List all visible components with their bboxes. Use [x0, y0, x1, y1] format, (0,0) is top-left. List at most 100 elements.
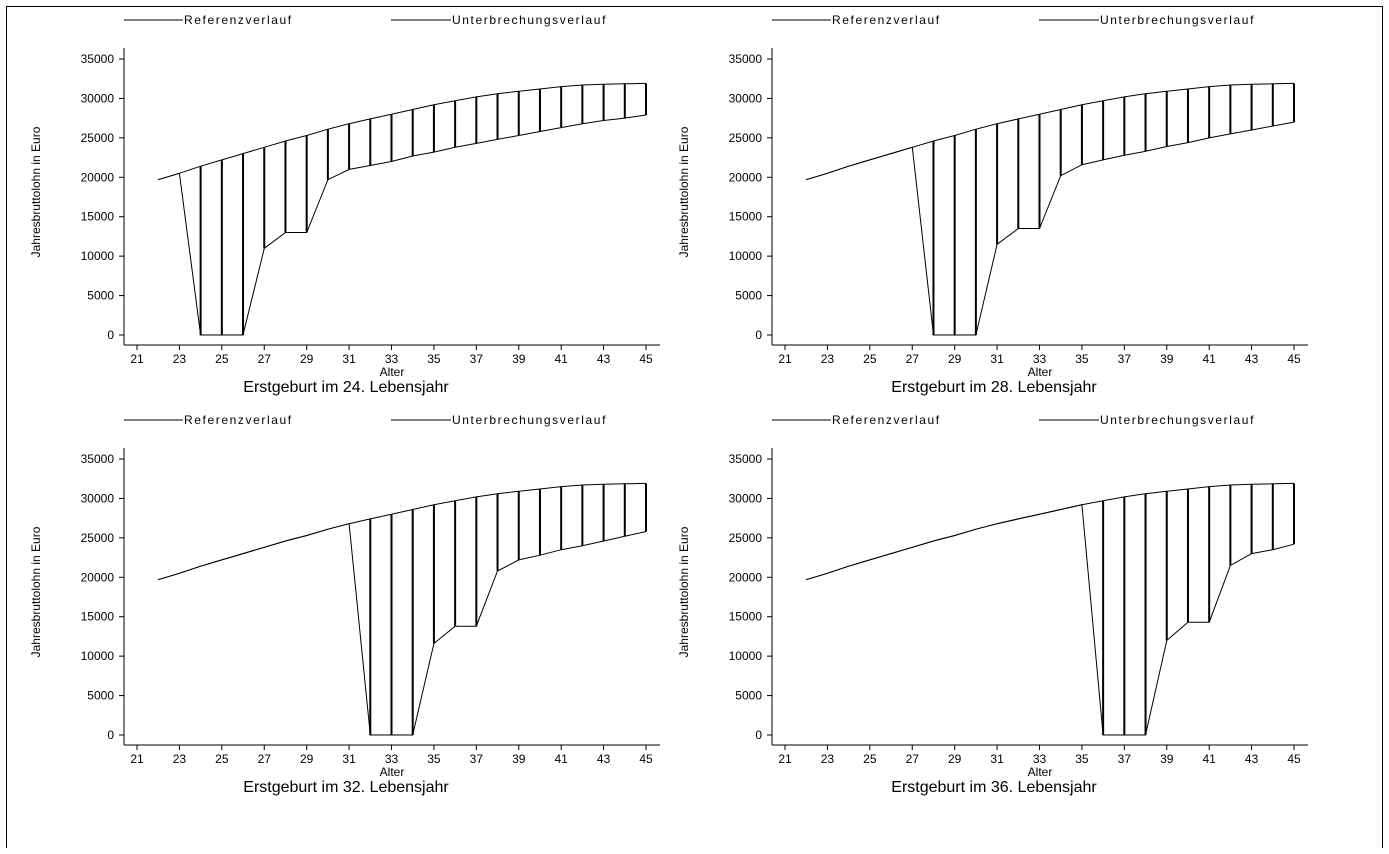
legend-label-interruption: Unterbrechungsverlauf: [452, 13, 607, 27]
y-tick-label: 35000: [81, 452, 115, 466]
y-tick-label: 30000: [81, 491, 115, 505]
x-tick-label: 31: [990, 352, 1004, 366]
y-tick-label: 10000: [729, 249, 763, 263]
y-tick-label: 5000: [735, 689, 762, 703]
x-tick-label: 39: [512, 352, 526, 366]
y-tick-label: 5000: [87, 689, 114, 703]
chart-panel-2: Referenzverlauf Unterbrechungsverlauf 0 500…: [677, 13, 1308, 396]
series-line-reference: [158, 482, 647, 581]
chart-title: Erstgeburt im 36. Lebensjahr: [891, 779, 1097, 796]
series-line-reference: [158, 82, 647, 181]
y-tick-label: 5000: [87, 289, 114, 303]
x-tick-label: 21: [778, 752, 792, 766]
x-tick-label: 45: [1287, 752, 1301, 766]
x-tick-label: 23: [821, 352, 835, 366]
y-tick-label: 0: [755, 328, 762, 342]
y-tick-label: 20000: [81, 570, 115, 584]
chart-title: Erstgeburt im 32. Lebensjahr: [243, 779, 449, 796]
y-tick-label: 30000: [81, 91, 115, 105]
x-tick-label: 35: [427, 752, 441, 766]
x-tick-label: 23: [173, 752, 187, 766]
x-tick-label: 33: [1033, 752, 1047, 766]
y-tick-label: 20000: [729, 570, 763, 584]
y-axis-label: Jahresbruttolohn in Euro: [29, 526, 43, 657]
y-tick-label: 0: [107, 328, 114, 342]
x-tick-label: 45: [639, 752, 653, 766]
x-tick-label: 21: [130, 752, 144, 766]
x-tick-label: 27: [258, 352, 272, 366]
figure-frame: [6, 6, 1383, 848]
x-tick-label: 41: [554, 352, 568, 366]
y-tick-label: 20000: [81, 170, 115, 184]
x-tick-label: 39: [512, 752, 526, 766]
x-tick-label: 25: [863, 752, 877, 766]
legend-label-reference: Referenzverlauf: [832, 413, 941, 427]
x-tick-label: 37: [470, 352, 484, 366]
x-tick-label: 43: [597, 752, 611, 766]
y-tick-label: 25000: [729, 531, 763, 545]
x-tick-label: 23: [173, 352, 187, 366]
chart-title: Erstgeburt im 24. Lebensjahr: [243, 379, 449, 396]
legend-label-reference: Referenzverlauf: [832, 13, 941, 27]
y-axis-label: Jahresbruttolohn in Euro: [29, 126, 43, 257]
x-tick-label: 43: [1245, 752, 1259, 766]
y-tick-label: 30000: [729, 491, 763, 505]
chart-panel-4: Referenzverlauf Unterbrechungsverlauf 0 500…: [677, 413, 1308, 796]
x-tick-label: 43: [1245, 352, 1259, 366]
x-tick-label: 45: [1287, 352, 1301, 366]
series-line-interruption: [806, 504, 1295, 736]
x-tick-label: 29: [948, 352, 962, 366]
x-tick-label: 33: [385, 752, 399, 766]
x-tick-label: 41: [1202, 352, 1216, 366]
x-tick-label: 23: [821, 752, 835, 766]
x-tick-label: 31: [342, 752, 356, 766]
series-line-interruption: [806, 121, 1295, 336]
y-tick-label: 15000: [729, 610, 763, 624]
y-tick-label: 15000: [81, 210, 115, 224]
y-tick-label: 5000: [735, 289, 762, 303]
x-tick-label: 21: [778, 352, 792, 366]
chart-panel-1: Referenzverlauf Unterbrechungsverlauf 0 500…: [29, 13, 660, 396]
y-tick-label: 20000: [729, 170, 763, 184]
x-tick-label: 25: [863, 352, 877, 366]
x-tick-label: 27: [906, 352, 920, 366]
legend-label-interruption: Unterbrechungsverlauf: [1100, 413, 1255, 427]
y-tick-label: 35000: [729, 452, 763, 466]
y-tick-label: 25000: [729, 131, 763, 145]
x-tick-label: 27: [258, 752, 272, 766]
y-tick-label: 0: [107, 728, 114, 742]
y-tick-label: 35000: [729, 52, 763, 66]
x-tick-label: 37: [470, 752, 484, 766]
x-axis-label: Alter: [1028, 365, 1053, 379]
x-tick-label: 33: [1033, 352, 1047, 366]
x-tick-label: 35: [427, 352, 441, 366]
x-axis-label: Alter: [1028, 765, 1053, 779]
x-tick-label: 33: [385, 352, 399, 366]
series-line-reference: [806, 82, 1295, 181]
legend-label-interruption: Unterbrechungsverlauf: [452, 413, 607, 427]
x-tick-label: 29: [948, 752, 962, 766]
x-axis-label: Alter: [380, 765, 405, 779]
x-tick-label: 37: [1118, 752, 1132, 766]
chart-panel-3: Referenzverlauf Unterbrechungsverlauf 0 500…: [29, 413, 660, 796]
series-line-interruption: [158, 114, 647, 336]
x-tick-label: 27: [906, 752, 920, 766]
y-axis-label: Jahresbruttolohn in Euro: [677, 126, 691, 257]
y-tick-label: 0: [755, 728, 762, 742]
y-tick-label: 10000: [81, 249, 115, 263]
legend-label-reference: Referenzverlauf: [184, 13, 293, 27]
y-axis-label: Jahresbruttolohn in Euro: [677, 526, 691, 657]
chart-title: Erstgeburt im 28. Lebensjahr: [891, 379, 1097, 396]
y-tick-label: 25000: [81, 531, 115, 545]
x-tick-label: 41: [1202, 752, 1216, 766]
series-line-interruption: [158, 523, 647, 736]
x-tick-label: 35: [1075, 752, 1089, 766]
x-tick-label: 31: [342, 352, 356, 366]
x-tick-label: 43: [597, 352, 611, 366]
x-tick-label: 35: [1075, 352, 1089, 366]
x-tick-label: 39: [1160, 752, 1174, 766]
x-tick-label: 25: [215, 352, 229, 366]
y-tick-label: 15000: [81, 610, 115, 624]
x-tick-label: 45: [639, 352, 653, 366]
y-tick-label: 35000: [81, 52, 115, 66]
